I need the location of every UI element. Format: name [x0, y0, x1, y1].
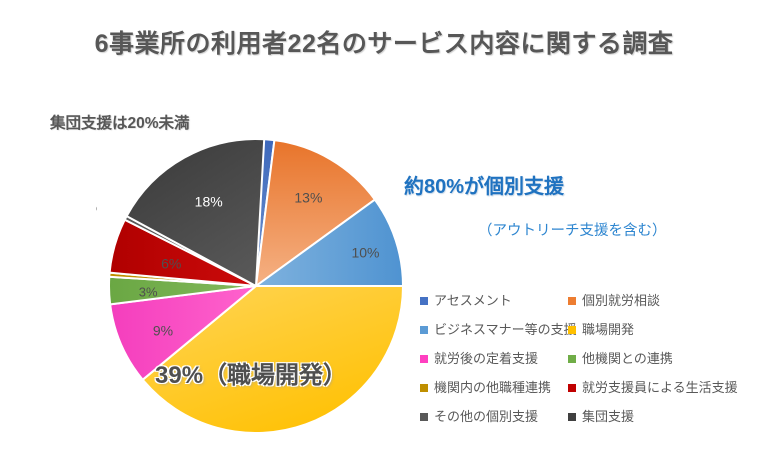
legend-swatch-icon [568, 412, 576, 421]
chart-legend: アセスメント 個別就労相談 ビジネスマナー等の支援 職場開発就労後の定着支援 他機関との… [420, 286, 760, 431]
legend-swatch-icon [420, 383, 428, 392]
pie-value-label-group: 2%13%10%9%3%0%6%0%18% [96, 189, 380, 339]
legend-item[interactable]: 他機関との連携 [568, 352, 760, 365]
pie-chart-svg: 2%13%10%9%3%0%6%0%18% [96, 138, 404, 435]
legend-item-label: アセスメント [434, 293, 512, 308]
annotation-group-support-note: 集団支援は20%未満 [50, 115, 190, 132]
pie-slice-value-label: 10% [351, 244, 379, 260]
pie-chart: 2%13%10%9%3%0%6%0%18% [96, 126, 416, 446]
legend-item-label: ビジネスマナー等の支援 [434, 322, 577, 337]
legend-item-label: 就労支援員による生活支援 [582, 380, 738, 395]
pie-slice[interactable] [255, 198, 404, 287]
page-title: 6事業所の利用者22名のサービス内容に関する調査 [94, 30, 674, 58]
pie-slice-value-label: 3% [139, 284, 158, 299]
legend-item[interactable]: 就労支援員による生活支援 [568, 381, 760, 394]
pie-slice[interactable] [255, 139, 376, 287]
pie-slice-value-label: 9% [153, 323, 173, 339]
legend-item[interactable]: 機関内の他職種連携 [420, 381, 568, 394]
legend-item[interactable]: 個別就労相談 [568, 294, 760, 307]
legend-swatch-icon [568, 354, 576, 363]
legend-item-label: 個別就労相談 [582, 293, 661, 308]
legend-swatch-icon [568, 296, 576, 305]
legend-item-label: その他の個別支援 [434, 409, 539, 424]
legend-swatch-icon [420, 296, 428, 305]
legend-swatch-icon [420, 354, 428, 363]
legend-item-label: 集団支援 [582, 409, 635, 424]
legend-item[interactable]: ビジネスマナー等の支援 [420, 323, 577, 336]
legend-item[interactable]: アセスメント [420, 294, 568, 307]
pie-slice-value-label: 13% [294, 189, 322, 205]
legend-item[interactable]: 職場開発 [568, 323, 760, 336]
pie-slice-label-workplace-development: 39%（職場開発） [155, 362, 348, 389]
legend-item-label: 機関内の他職種連携 [434, 380, 552, 395]
annotation-outreach-note: （アウトリーチ支援を含む） [478, 223, 667, 239]
pie-slice[interactable] [125, 138, 266, 287]
legend-item[interactable]: その他の個別支援 [420, 410, 568, 423]
legend-swatch-icon [568, 383, 576, 392]
legend-item-label: 職場開発 [582, 322, 635, 337]
annotation-individual-support-headline: 約80%が個別支援 [404, 176, 565, 198]
legend-swatch-icon [420, 412, 428, 421]
legend-item[interactable]: 就労後の定着支援 [420, 352, 568, 365]
pie-slice-value-label: 6% [161, 256, 181, 272]
legend-swatch-icon [568, 325, 576, 334]
legend-item-label: 就労後の定着支援 [434, 351, 539, 366]
legend-item[interactable]: 集団支援 [568, 410, 760, 423]
pie-slice-value-label: 0% [96, 199, 97, 214]
legend-swatch-icon [420, 325, 428, 334]
legend-item-label: 他機関との連携 [582, 351, 673, 366]
pie-slice-group [108, 138, 404, 435]
pie-slice[interactable] [141, 285, 404, 435]
pie-slice[interactable] [109, 285, 257, 381]
pie-slice-value-label: 18% [195, 193, 223, 209]
